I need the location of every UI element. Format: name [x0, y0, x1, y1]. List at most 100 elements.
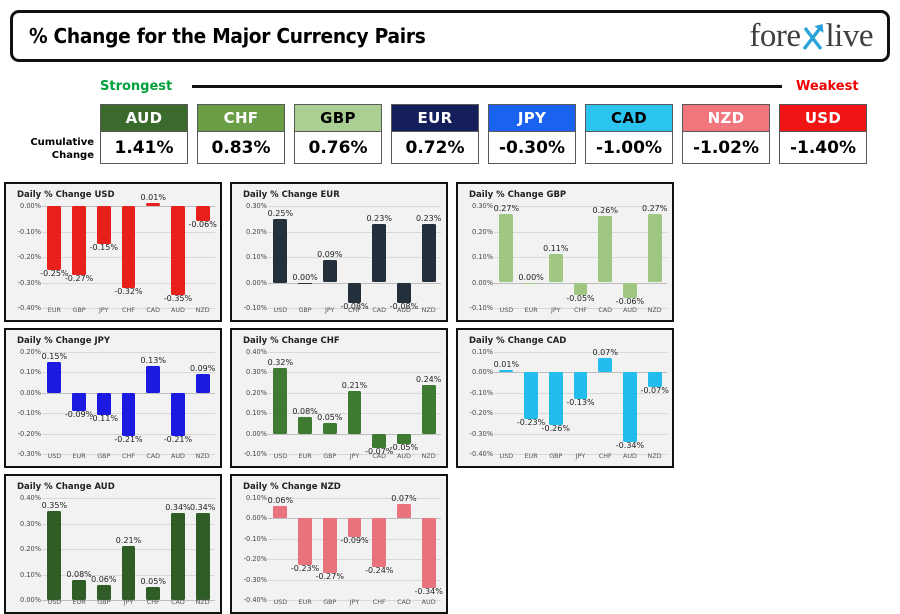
bar-value-label: -0.07% [365, 446, 394, 456]
plot-area: 0.01% -0.23% -0.26% -0.13% 0.07% -0.34% -0.07% [494, 348, 669, 455]
x-axis-tick-label: CAD [146, 306, 161, 314]
bar-slot: 0.07% [391, 494, 417, 596]
bar-gbp [548, 372, 563, 426]
bar-value-label: 0.34% [189, 503, 216, 513]
gridline [42, 498, 215, 499]
rank-value-usd: -1.40% [779, 131, 867, 164]
y-axis-tick-label: 0.10% [472, 348, 493, 356]
bar-slot: 0.09% [317, 206, 343, 304]
gridline [494, 231, 667, 233]
bar-eur [524, 282, 538, 285]
bar-usd [273, 506, 288, 519]
y-axis-tick-label: 0.00% [20, 202, 41, 210]
bar-slot: -0.25% [40, 206, 69, 304]
gridline [494, 308, 667, 309]
bar-eur [298, 417, 312, 434]
bar-aud [171, 206, 185, 296]
bar-slot: -0.34% [616, 352, 644, 450]
bar-value-label: 0.05% [317, 413, 343, 423]
bar-slot: -0.09% [65, 352, 93, 450]
bar-aud [171, 392, 185, 436]
bar-slot: -0.27% [316, 498, 344, 596]
chart-card-eur: Daily % Change EUR 0.30% 0.20% 0.10% 0.00% -0… [230, 182, 448, 322]
chart-card-jpy: Daily % Change JPY 0.20% 0.10% 0.00% -0.10% -… [4, 328, 222, 468]
cumulative-change-label: Cumulative Change [0, 104, 100, 162]
bar-value-label: -0.05% [566, 294, 595, 304]
bar-value-label: -0.32% [114, 286, 143, 296]
plot-area: 0.32% 0.08% 0.05% 0.21% -0.07% -0.05% 0.24% [268, 352, 442, 456]
bar-value-label: 0.06% [267, 496, 294, 506]
bar-jpy [347, 390, 362, 434]
bar-slot: 0.00% [292, 206, 318, 304]
bar-value-label: 0.27% [641, 203, 668, 213]
bar-slot: -0.21% [114, 352, 143, 450]
gridline [268, 498, 441, 499]
y-axis-tick-label: -0.20% [17, 253, 41, 261]
x-axis-tick-label: CAD [598, 306, 613, 314]
x-axis-tick-label: GBP [97, 598, 111, 606]
gridline [42, 454, 215, 455]
rank-currency-jpy: JPY [488, 104, 576, 131]
bar-value-label: 0.21% [341, 380, 368, 390]
page-title: % Change for the Major Currency Pairs [29, 24, 426, 48]
x-axis-tick-label: GBP [97, 452, 111, 460]
bar-cad [598, 216, 613, 283]
bar-slot: -0.21% [164, 352, 192, 450]
rank-value-cad: -1.00% [585, 131, 673, 164]
y-axis-tick-label: 0.00% [246, 514, 267, 523]
bar-slot: 0.15% [42, 352, 67, 450]
bar-slot: -0.23% [517, 352, 545, 450]
bar-slot: -0.26% [542, 352, 570, 450]
x-axis-tick-label: AUD [170, 306, 185, 314]
x-axis: USD GBP JPY CHF CAD AUD NZD [268, 305, 441, 318]
y-axis-tick-label: 0.00% [20, 388, 41, 397]
bar-slot: 0.25% [268, 206, 293, 304]
x-axis-tick-label: USD [273, 598, 288, 606]
gridline [494, 413, 667, 415]
bar-value-label: -0.08% [340, 301, 369, 311]
x-axis-tick-label: AUD [170, 452, 185, 460]
bar-slot: 0.05% [141, 498, 166, 600]
bar-slot: 0.34% [165, 498, 191, 600]
rank-column-gbp: GBP 0.76% [294, 104, 382, 164]
bar-jpy [548, 254, 563, 283]
bar-slot: -0.34% [415, 498, 443, 596]
y-axis-tick-label: -0.30% [469, 429, 493, 438]
plot-area: -0.25% -0.27% -0.15% -0.32% 0.01% -0.35% -0.06… [40, 193, 217, 309]
y-axis: 0.40% 0.30% 0.20% 0.10% 0.00% [8, 494, 42, 604]
bar-usd [47, 362, 62, 393]
x-axis-tick-label: CHF [122, 452, 135, 460]
x-axis-tick-label: EUR [298, 452, 312, 460]
bar-series: 0.32% 0.08% 0.05% 0.21% -0.07% -0.05% 0.24% [268, 352, 442, 456]
bar-slot: -0.07% [641, 352, 669, 450]
gridline [494, 454, 667, 455]
bar-slot: 0.26% [593, 206, 618, 304]
bar-value-label: -0.24% [365, 566, 394, 576]
bar-gbp [298, 282, 312, 285]
x-axis: USD EUR JPY CHF CAD AUD NZD [494, 305, 667, 318]
scale-line [192, 85, 782, 88]
y-axis-tick-label: 0.40% [246, 348, 267, 356]
bar-cad [372, 223, 387, 283]
bar-slot: 0.11% [543, 206, 569, 304]
chart-card-gbp: Daily % Change GBP 0.30% 0.20% 0.10% 0.00% -0… [456, 182, 674, 322]
y-axis-tick-label: 0.20% [246, 388, 267, 397]
y-axis-tick-label: -0.10% [243, 534, 267, 543]
bar-slot: -0.09% [340, 498, 369, 596]
y-axis-tick-label: 0.20% [20, 545, 41, 553]
bar-aud [397, 282, 411, 303]
bar-aud [421, 518, 436, 588]
bar-value-label: -0.27% [64, 273, 94, 283]
bar-aud [623, 372, 637, 442]
rank-value-nzd: -1.02% [682, 131, 770, 164]
bar-cad [146, 203, 161, 206]
x-axis: USD EUR GBP JPY CHF CAD AUD [268, 597, 441, 610]
x-axis: USD EUR GBP JPY CAD AUD NZD [268, 451, 441, 464]
bar-slot: 0.27% [494, 204, 519, 304]
bar-value-label: 0.25% [267, 208, 294, 218]
x-axis-tick-label: CAD [171, 598, 185, 606]
chart-title: Daily % Change CAD [469, 336, 567, 346]
rank-column-aud: AUD 1.41% [100, 104, 188, 164]
y-axis-tick-label: 0.30% [246, 368, 267, 377]
bar-value-label: -0.13% [566, 397, 595, 407]
